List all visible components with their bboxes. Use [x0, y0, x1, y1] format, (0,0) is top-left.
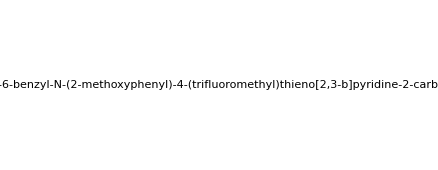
Text: 3-amino-6-benzyl-N-(2-methoxyphenyl)-4-(trifluoromethyl)thieno[2,3-b]pyridine-2-: 3-amino-6-benzyl-N-(2-methoxyphenyl)-4-(…	[0, 80, 438, 90]
